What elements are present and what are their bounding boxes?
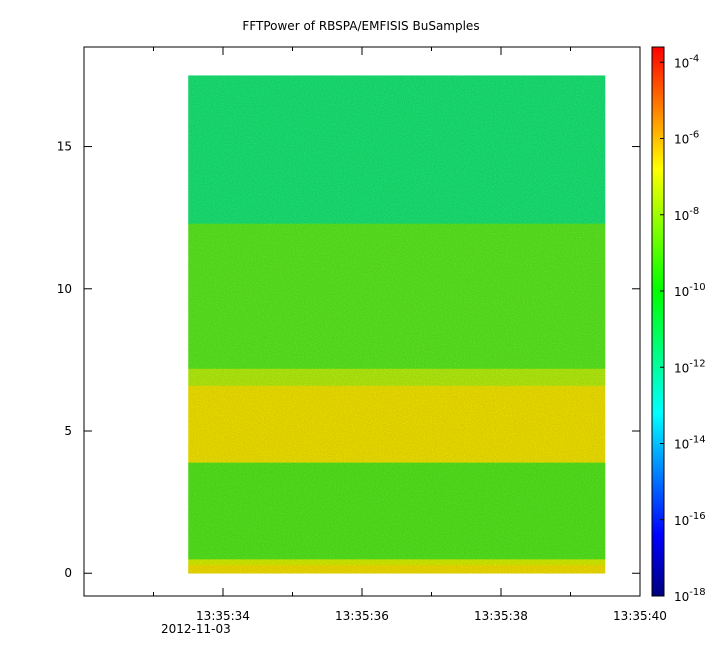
y-tick-label: 10 (57, 282, 72, 296)
colorbar (651, 46, 665, 597)
y-tick-label: 5 (64, 424, 72, 438)
colorbar-tick-label: 10-18 (674, 587, 706, 604)
heatmap-band (188, 385, 606, 463)
x-axis: 13:35:34 13:35:36 13:35:38 13:35:40 (153, 47, 667, 623)
heatmap-band (188, 368, 606, 386)
x-tick-label: 13:35:38 (474, 609, 528, 623)
heatmap-band (188, 564, 606, 574)
colorbar-tick-label: 10-16 (674, 511, 706, 528)
colorbar-axis: 10-4 10-6 10-8 10-10 10-12 10-14 10-16 10-18 (660, 53, 706, 604)
y-tick-label: 15 (57, 140, 72, 154)
colorbar-tick-label: 10-8 (674, 206, 699, 223)
heatmap-band (188, 559, 606, 566)
y-axis: 0 5 10 15 (57, 140, 640, 580)
heatmap-band (188, 75, 606, 224)
colorbar-tick-label: 10-12 (674, 358, 706, 375)
colorbar-tick-label: 10-14 (674, 435, 706, 452)
heatmap-band (188, 223, 606, 369)
colorbar-tick-label: 10-4 (674, 53, 699, 70)
chart-title: FFTPower of RBSPA/EMFISIS BuSamples (242, 19, 479, 33)
x-tick-label: 13:35:34 (196, 609, 250, 623)
date-label: 2012-11-03 (161, 622, 231, 636)
x-tick-label: 13:35:36 (335, 609, 389, 623)
colorbar-tick-label: 10-6 (674, 130, 699, 147)
x-tick-label: 13:35:40 (613, 609, 667, 623)
heatmap-band (188, 462, 606, 560)
colorbar-tick-label: 10-10 (674, 282, 706, 299)
heatmap-layer (188, 75, 606, 574)
y-tick-label: 0 (64, 566, 72, 580)
